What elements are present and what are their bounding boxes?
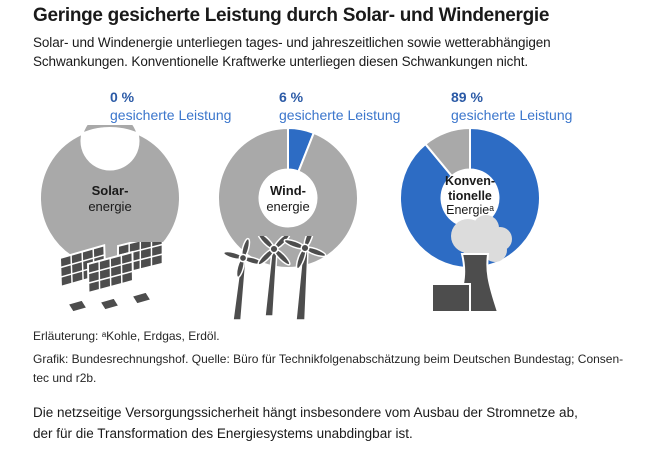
subtitle-line: Solar- und Windenergie unterliegen tages…	[33, 35, 551, 50]
subtitle-line: Schwankungen. Konventionelle Kraftwerke …	[33, 54, 529, 69]
donut-center-label-wind: Wind- energie	[242, 183, 334, 214]
secured-capacity-label-conventional: 89 % gesicherte Leistung	[451, 88, 572, 124]
percent-value: 0 %	[110, 89, 135, 105]
donut-center-label-solar: Solar- energie	[64, 183, 156, 214]
secured-capacity-label-wind: 6 % gesicherte Leistung	[279, 88, 400, 124]
conclusion-line: Die netzseitige Versorgungssicherheit hä…	[33, 405, 578, 420]
donut-label-line: energie	[266, 198, 310, 214]
power-plant-icon	[431, 215, 512, 313]
conclusion-line: der für die Transformation des Energiesy…	[33, 426, 413, 441]
donut-label-line: energie	[88, 198, 132, 214]
page-title: Geringe gesicherte Leistung durch Solar-…	[33, 5, 550, 26]
donut-label-line: Wind-	[270, 183, 306, 198]
percent-caption: gesicherte Leistung	[451, 107, 573, 123]
conclusion-paragraph: Die netzseitige Versorgungssicherheit hä…	[33, 402, 578, 444]
donut-label-line: Konven-	[445, 174, 495, 188]
donut-label-line: Energieᵃ	[446, 203, 494, 217]
percent-value: 89 %	[451, 89, 483, 105]
donut-label-line: tionelle	[448, 188, 492, 203]
donut-chart-wind	[216, 126, 359, 269]
wind-turbines-icon	[222, 236, 327, 321]
source-line: Grafik: Bundesrechnungshof. Quelle: Büro…	[33, 352, 624, 366]
percent-caption: gesicherte Leistung	[279, 107, 401, 123]
subtitle: Solar- und Windenergie unterliegen tages…	[33, 33, 551, 71]
donut-center-label-conventional: Konven- tionelle Energieᵃ	[424, 174, 516, 218]
secured-capacity-label-solar: 0 % gesicherte Leistung	[110, 88, 231, 124]
source-line: tec und r2b.	[33, 371, 97, 385]
percent-value: 6 %	[279, 89, 304, 105]
percent-caption: gesicherte Leistung	[110, 107, 232, 123]
explanation-footnote: Erläuterung: ᵃKohle, Erdgas, Erdöl.	[33, 329, 220, 343]
donut-label-line: Solar-	[91, 183, 129, 198]
solar-panels-icon	[59, 242, 164, 313]
source-credit: Grafik: Bundesrechnungshof. Quelle: Büro…	[33, 350, 623, 388]
